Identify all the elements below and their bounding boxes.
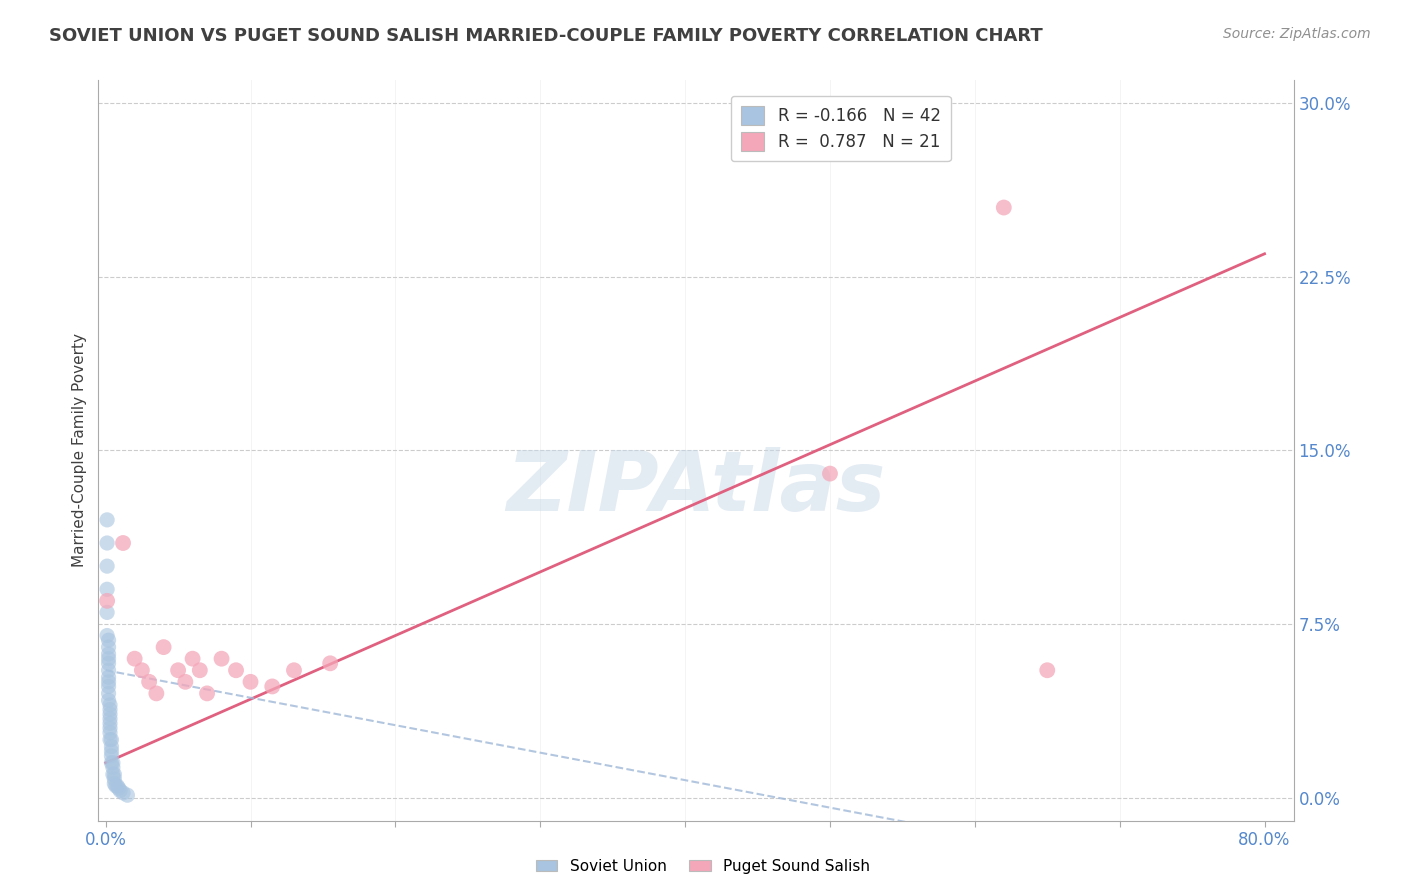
Point: [152, 640, 174, 654]
Point: [188, 663, 211, 677]
Point: [103, 776, 125, 791]
Point: [225, 663, 247, 677]
Point: [103, 772, 125, 786]
Point: [97, 680, 120, 694]
Point: [1036, 663, 1059, 677]
Point: [107, 781, 129, 796]
Point: [100, 756, 122, 770]
Point: [98, 703, 121, 717]
Point: [124, 651, 146, 665]
Y-axis label: Married-Couple Family Poverty: Married-Couple Family Poverty: [72, 334, 87, 567]
Legend: R = -0.166   N = 42, R =  0.787   N = 21: R = -0.166 N = 42, R = 0.787 N = 21: [731, 96, 950, 161]
Point: [108, 783, 131, 797]
Point: [100, 732, 122, 747]
Point: [100, 748, 122, 763]
Point: [239, 674, 262, 689]
Point: [97, 640, 120, 654]
Point: [98, 725, 121, 739]
Point: [98, 712, 121, 726]
Legend: Soviet Union, Puget Sound Salish: Soviet Union, Puget Sound Salish: [530, 853, 876, 880]
Point: [96, 536, 118, 550]
Point: [96, 606, 118, 620]
Point: [97, 633, 120, 648]
Point: [818, 467, 841, 481]
Point: [262, 680, 284, 694]
Point: [319, 657, 342, 671]
Point: [104, 779, 127, 793]
Point: [97, 657, 120, 671]
Point: [101, 767, 124, 781]
Point: [100, 739, 122, 754]
Point: [96, 582, 118, 597]
Point: [97, 670, 120, 684]
Point: [112, 536, 135, 550]
Point: [105, 779, 128, 793]
Text: ZIPAtlas: ZIPAtlas: [506, 447, 886, 528]
Point: [993, 201, 1015, 215]
Point: [97, 674, 120, 689]
Point: [103, 767, 125, 781]
Point: [145, 686, 167, 700]
Point: [131, 663, 153, 677]
Point: [98, 721, 121, 735]
Point: [283, 663, 305, 677]
Point: [97, 647, 120, 661]
Point: [101, 756, 124, 770]
Point: [117, 788, 139, 802]
Point: [112, 786, 135, 800]
Point: [98, 732, 121, 747]
Point: [101, 760, 124, 774]
Point: [167, 663, 190, 677]
Point: [100, 744, 122, 758]
Point: [97, 693, 120, 707]
Point: [138, 674, 160, 689]
Point: [98, 707, 121, 722]
Point: [96, 628, 118, 642]
Point: [97, 663, 120, 677]
Point: [96, 594, 118, 608]
Point: [211, 651, 233, 665]
Point: [96, 513, 118, 527]
Point: [97, 686, 120, 700]
Point: [174, 674, 197, 689]
Point: [181, 651, 204, 665]
Text: SOVIET UNION VS PUGET SOUND SALISH MARRIED-COUPLE FAMILY POVERTY CORRELATION CHA: SOVIET UNION VS PUGET SOUND SALISH MARRI…: [49, 27, 1043, 45]
Point: [98, 698, 121, 712]
Point: [195, 686, 218, 700]
Text: Source: ZipAtlas.com: Source: ZipAtlas.com: [1223, 27, 1371, 41]
Point: [97, 651, 120, 665]
Point: [96, 559, 118, 574]
Point: [98, 716, 121, 731]
